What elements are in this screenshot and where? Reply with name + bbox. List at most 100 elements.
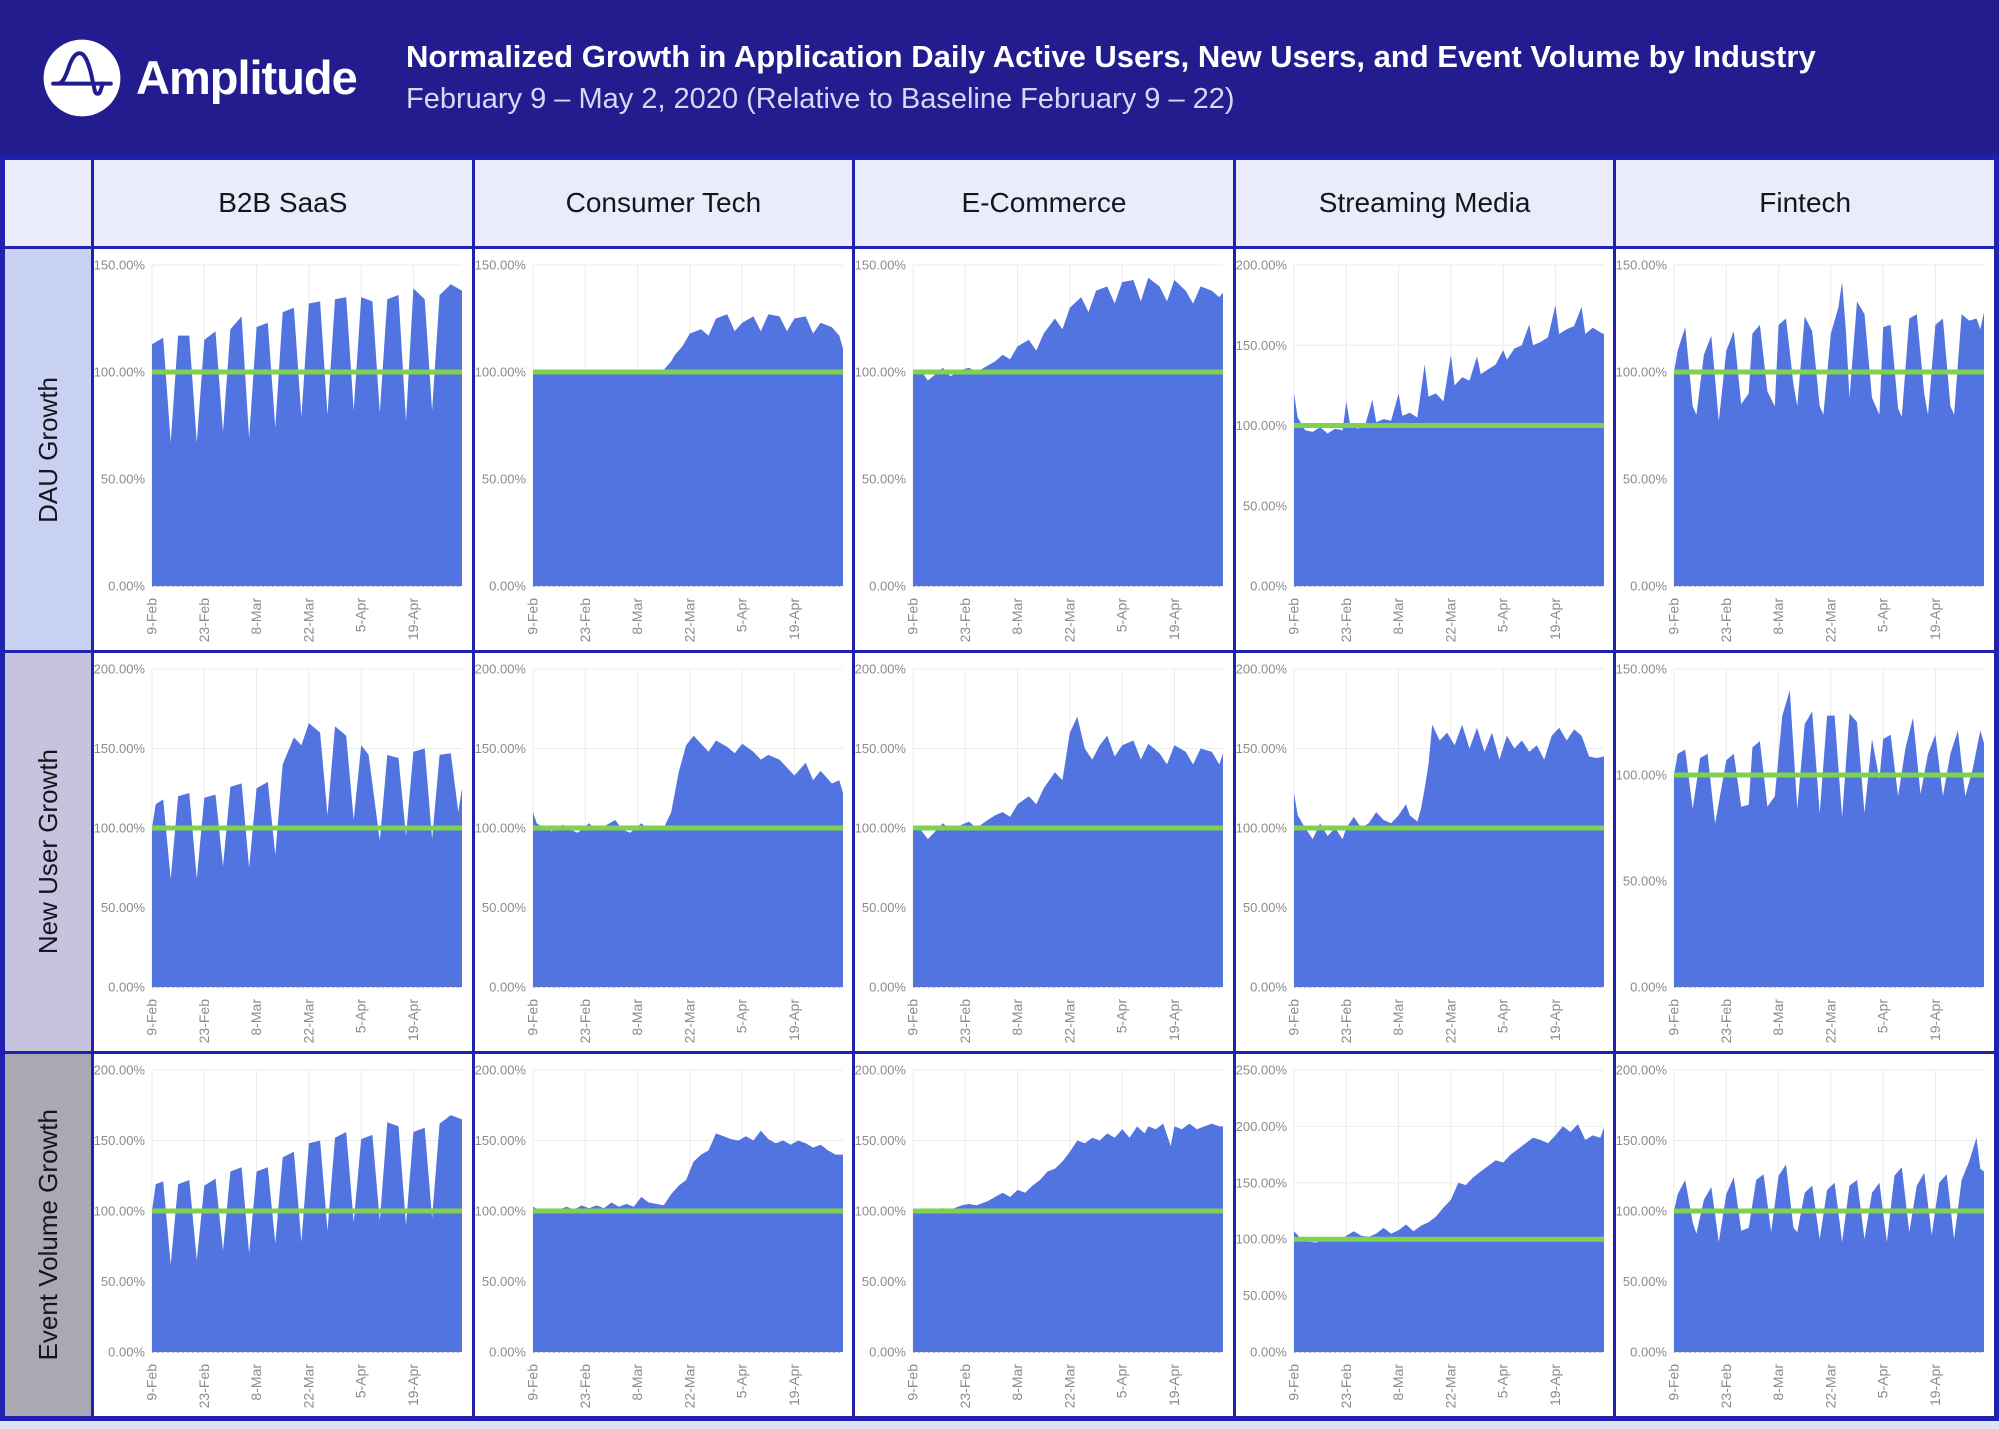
svg-text:100.00%: 100.00%: [1616, 1204, 1667, 1219]
svg-text:5-Apr: 5-Apr: [1114, 999, 1130, 1034]
svg-text:200.00%: 200.00%: [1236, 258, 1287, 273]
svg-text:100.00%: 100.00%: [1236, 1232, 1287, 1247]
svg-text:100.00%: 100.00%: [1616, 768, 1667, 783]
column-header-e-commerce: E-Commerce: [855, 160, 1233, 246]
chart-svg: 0.00% 50.00% 100.00% 150.00% 9-Feb 23-Feb 8-Ma…: [1616, 662, 1985, 1043]
svg-text:50.00%: 50.00%: [482, 472, 527, 487]
svg-text:8-Mar: 8-Mar: [1390, 1364, 1406, 1401]
svg-text:200.00%: 200.00%: [1236, 662, 1287, 677]
svg-text:100.00%: 100.00%: [1616, 365, 1667, 380]
svg-text:9-Feb: 9-Feb: [144, 999, 160, 1036]
svg-text:0.00%: 0.00%: [1250, 1345, 1287, 1360]
svg-text:200.00%: 200.00%: [1616, 1063, 1667, 1078]
svg-text:5-Apr: 5-Apr: [1875, 1364, 1891, 1399]
svg-text:200.00%: 200.00%: [94, 662, 145, 677]
svg-text:200.00%: 200.00%: [1236, 1119, 1287, 1134]
svg-text:250.00%: 250.00%: [1236, 1063, 1287, 1078]
svg-text:0.00%: 0.00%: [869, 579, 906, 594]
svg-text:100.00%: 100.00%: [855, 821, 906, 836]
svg-text:19-Apr: 19-Apr: [1927, 999, 1943, 1041]
chart-new-user-growth-fintech: 0.00% 50.00% 100.00% 150.00% 9-Feb 23-Feb 8-Ma…: [1616, 653, 1994, 1051]
svg-text:19-Apr: 19-Apr: [405, 999, 421, 1041]
svg-text:100.00%: 100.00%: [94, 1204, 145, 1219]
svg-text:8-Mar: 8-Mar: [1770, 999, 1786, 1036]
svg-text:8-Mar: 8-Mar: [1390, 999, 1406, 1036]
svg-text:19-Apr: 19-Apr: [405, 598, 421, 640]
page-title: Normalized Growth in Application Daily A…: [406, 39, 1816, 74]
svg-text:22-Mar: 22-Mar: [1062, 1364, 1078, 1409]
svg-text:8-Mar: 8-Mar: [1390, 598, 1406, 635]
header-titles: Normalized Growth in Application Daily A…: [394, 39, 1816, 116]
svg-text:5-Apr: 5-Apr: [353, 598, 369, 633]
svg-text:23-Feb: 23-Feb: [957, 999, 973, 1044]
svg-text:9-Feb: 9-Feb: [524, 999, 540, 1036]
svg-text:0.00%: 0.00%: [1631, 1345, 1668, 1360]
svg-text:8-Mar: 8-Mar: [629, 598, 645, 635]
svg-text:19-Apr: 19-Apr: [1166, 999, 1182, 1041]
svg-text:0.00%: 0.00%: [489, 980, 526, 995]
svg-text:23-Feb: 23-Feb: [1338, 1364, 1354, 1409]
svg-text:23-Feb: 23-Feb: [576, 1364, 592, 1409]
svg-text:5-Apr: 5-Apr: [1114, 1364, 1130, 1399]
svg-text:0.00%: 0.00%: [869, 1345, 906, 1360]
row-header-new-user-growth: New User Growth: [5, 653, 91, 1051]
svg-text:0.00%: 0.00%: [108, 579, 145, 594]
svg-text:0.00%: 0.00%: [1250, 579, 1287, 594]
svg-text:0.00%: 0.00%: [489, 579, 526, 594]
chart-svg: 0.00% 50.00% 100.00% 150.00% 200.00% 9-Feb 23-…: [1236, 662, 1604, 1044]
chart-svg: 0.00% 50.00% 100.00% 150.00% 9-Feb 23-Feb 8-Ma…: [855, 258, 1224, 642]
row-header-dau-growth: DAU Growth: [5, 249, 91, 650]
chart-dau-growth-fintech: 0.00% 50.00% 100.00% 150.00% 9-Feb 23-Feb 8-Ma…: [1616, 249, 1994, 650]
svg-text:23-Feb: 23-Feb: [1338, 598, 1354, 643]
svg-text:8-Mar: 8-Mar: [248, 598, 264, 635]
svg-text:50.00%: 50.00%: [862, 1274, 907, 1289]
svg-text:50.00%: 50.00%: [482, 1274, 527, 1289]
chart-event-volume-growth-fintech: 0.00% 50.00% 100.00% 150.00% 200.00% 9-Feb 23-…: [1616, 1054, 1994, 1416]
svg-text:5-Apr: 5-Apr: [1875, 598, 1891, 633]
svg-text:150.00%: 150.00%: [1616, 662, 1667, 677]
svg-text:0.00%: 0.00%: [108, 980, 145, 995]
svg-text:23-Feb: 23-Feb: [1718, 1364, 1734, 1409]
chart-svg: 0.00% 50.00% 100.00% 150.00% 200.00% 9-Feb 23-…: [94, 1063, 462, 1408]
svg-text:5-Apr: 5-Apr: [733, 1364, 749, 1399]
svg-text:200.00%: 200.00%: [855, 662, 906, 677]
svg-text:19-Apr: 19-Apr: [1166, 1364, 1182, 1406]
svg-text:5-Apr: 5-Apr: [1494, 1364, 1510, 1399]
svg-text:23-Feb: 23-Feb: [576, 999, 592, 1044]
svg-text:5-Apr: 5-Apr: [1494, 598, 1510, 633]
svg-text:100.00%: 100.00%: [475, 821, 526, 836]
chart-dau-growth-consumer-tech: 0.00% 50.00% 100.00% 150.00% 9-Feb 23-Feb 8-Ma…: [474, 249, 853, 650]
svg-text:150.00%: 150.00%: [1236, 741, 1287, 756]
svg-text:8-Mar: 8-Mar: [1009, 1364, 1025, 1401]
row-header-event-volume-growth: Event Volume Growth: [5, 1054, 91, 1416]
chart-svg: 0.00% 50.00% 100.00% 150.00% 9-Feb 23-Feb 8-Ma…: [94, 258, 462, 643]
svg-text:23-Feb: 23-Feb: [1338, 999, 1354, 1044]
svg-text:100.00%: 100.00%: [475, 365, 526, 380]
svg-text:50.00%: 50.00%: [482, 900, 527, 915]
svg-text:5-Apr: 5-Apr: [353, 999, 369, 1034]
chart-svg: 0.00% 50.00% 100.00% 150.00% 200.00% 9-Feb 23-…: [475, 662, 843, 1044]
svg-text:150.00%: 150.00%: [1616, 1133, 1667, 1148]
svg-text:19-Apr: 19-Apr: [786, 598, 802, 640]
chart-svg: 0.00% 50.00% 100.00% 150.00% 9-Feb 23-Feb 8-Ma…: [475, 258, 843, 642]
svg-text:22-Mar: 22-Mar: [1823, 598, 1839, 643]
chart-new-user-growth-streaming-media: 0.00% 50.00% 100.00% 150.00% 200.00% 9-Feb 23-…: [1235, 653, 1614, 1051]
svg-text:23-Feb: 23-Feb: [196, 598, 212, 643]
svg-text:0.00%: 0.00%: [869, 980, 906, 995]
chart-event-volume-growth-streaming-media: 0.00% 50.00% 100.00% 150.00% 200.00% 250.00% 9…: [1235, 1054, 1614, 1416]
svg-text:8-Mar: 8-Mar: [1770, 598, 1786, 635]
svg-text:50.00%: 50.00%: [862, 900, 907, 915]
chart-dau-growth-e-commerce: 0.00% 50.00% 100.00% 150.00% 9-Feb 23-Feb 8-Ma…: [855, 249, 1233, 650]
svg-text:150.00%: 150.00%: [475, 1133, 526, 1148]
svg-text:9-Feb: 9-Feb: [905, 598, 921, 635]
chart-svg: 0.00% 50.00% 100.00% 150.00% 200.00% 9-Feb 23-…: [855, 662, 1224, 1044]
column-header-fintech: Fintech: [1616, 160, 1994, 246]
svg-text:8-Mar: 8-Mar: [629, 999, 645, 1036]
svg-text:50.00%: 50.00%: [101, 1274, 146, 1289]
column-header-b2b-saas: B2B SaaS: [94, 160, 472, 246]
svg-text:23-Feb: 23-Feb: [196, 999, 212, 1044]
chart-svg: 0.00% 50.00% 100.00% 150.00% 200.00% 9-Feb 23-…: [94, 662, 462, 1044]
svg-text:5-Apr: 5-Apr: [1114, 598, 1130, 633]
svg-text:22-Mar: 22-Mar: [1823, 1364, 1839, 1409]
